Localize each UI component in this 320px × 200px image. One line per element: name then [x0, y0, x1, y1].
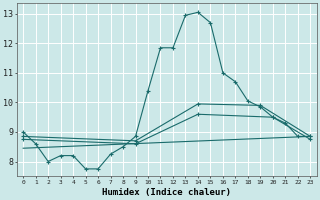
X-axis label: Humidex (Indice chaleur): Humidex (Indice chaleur) [102, 188, 231, 197]
